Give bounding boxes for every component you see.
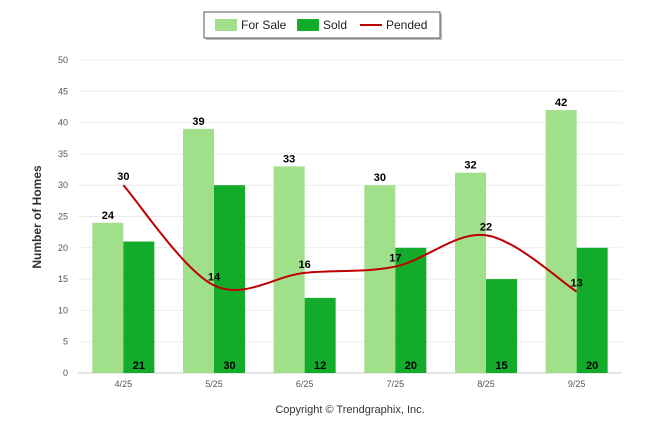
x-tick-label: 7/25 [387, 379, 405, 389]
data-label-for-sale: 24 [102, 210, 115, 222]
data-label-for-sale: 33 [283, 153, 295, 165]
legend: For Sale Sold Pended [203, 11, 442, 40]
y-tick-label: 20 [58, 243, 68, 253]
data-label-for-sale: 39 [192, 116, 204, 128]
bars [92, 110, 608, 373]
bar-for-sale [92, 222, 124, 373]
y-tick-label: 5 [63, 337, 68, 347]
bar-sold [486, 279, 517, 373]
legend-box [203, 11, 441, 39]
bar-sold [123, 241, 155, 373]
bar-for-sale [545, 110, 577, 373]
legend-swatch [215, 19, 237, 31]
data-label-pended: 22 [480, 221, 492, 233]
y-tick-label: 0 [63, 368, 68, 378]
data-label-for-sale: 32 [464, 160, 476, 172]
y-tick-label: 25 [58, 212, 68, 222]
copyright-footer: Copyright © Trendgraphix, Inc. [275, 404, 424, 416]
bar-sold [214, 185, 245, 373]
y-tick-label: 30 [58, 180, 68, 190]
data-label-for-sale: 30 [374, 172, 386, 184]
gridlines [78, 59, 622, 374]
x-axis-ticks: 4/25 5/25 6/25 7/25 8/25 9/25 [115, 379, 586, 389]
x-tick-label: 6/25 [296, 379, 314, 389]
x-tick-label: 9/25 [568, 379, 586, 389]
y-tick-label: 10 [58, 305, 68, 315]
data-label-for-sale: 42 [555, 97, 567, 109]
data-label-sold: 15 [495, 360, 507, 372]
bar-sold [304, 297, 336, 373]
pended-line [122, 184, 578, 293]
y-tick-label: 15 [58, 274, 68, 284]
data-label-sold: 20 [405, 360, 417, 372]
data-label-pended: 14 [208, 271, 221, 283]
bar-sold [576, 247, 608, 373]
legend-label: Sold [323, 18, 347, 32]
data-label-sold: 30 [223, 360, 235, 372]
x-tick-label: 4/25 [115, 379, 133, 389]
x-tick-label: 5/25 [205, 379, 223, 389]
legend-label: Pended [386, 18, 427, 32]
data-label-sold: 21 [133, 360, 145, 372]
line-pended [122, 184, 578, 293]
data-label-pended: 16 [299, 259, 311, 271]
data-label-pended: 13 [571, 278, 583, 290]
y-tick-label: 45 [58, 86, 68, 96]
legend-label: For Sale [241, 18, 287, 32]
data-label-pended: 30 [117, 171, 129, 183]
y-axis-ticks: 0 5 10 15 20 25 30 35 40 45 50 [58, 55, 68, 378]
data-label-pended: 17 [389, 253, 401, 265]
bar-for-sale [273, 166, 305, 373]
data-label-sold: 20 [586, 360, 598, 372]
y-tick-label: 35 [58, 149, 68, 159]
y-tick-label: 40 [58, 118, 68, 128]
data-labels: 24 21 39 30 33 12 30 20 32 15 42 20 30 14 16 17 22 13 [102, 97, 599, 372]
bar-sold [395, 247, 427, 373]
bar-for-sale [364, 185, 396, 373]
y-axis-label: Number of Homes [30, 165, 44, 269]
bar-for-sale [183, 128, 214, 373]
bar-for-sale [455, 172, 486, 373]
legend-swatch [297, 19, 319, 31]
y-tick-label: 50 [58, 55, 68, 65]
data-label-sold: 12 [314, 360, 326, 372]
x-tick-label: 8/25 [477, 379, 495, 389]
